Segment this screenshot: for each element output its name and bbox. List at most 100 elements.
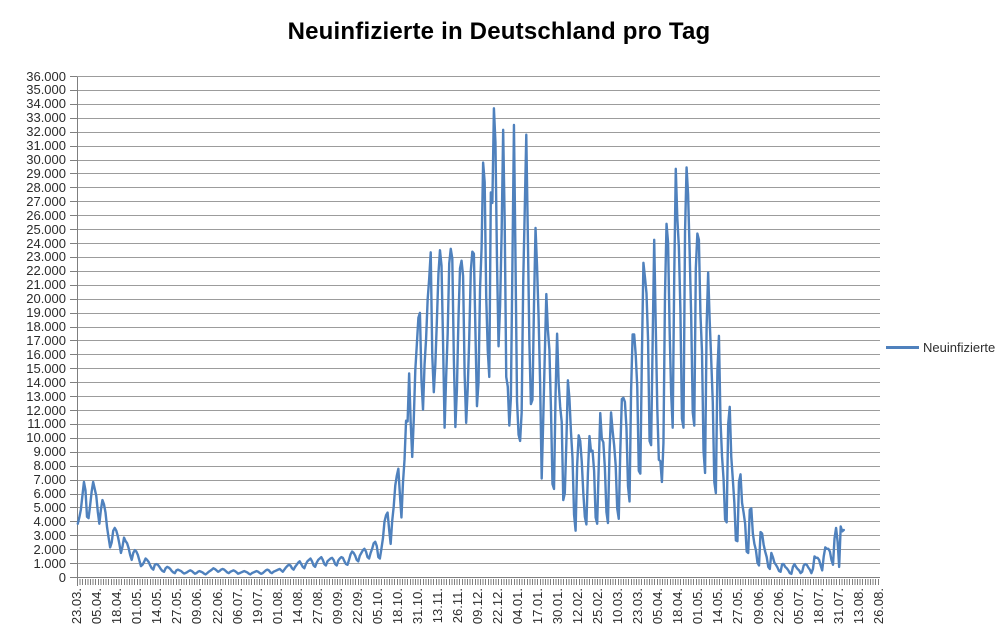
y-axis-tick [70, 535, 77, 537]
x-axis-label: 19.07. [249, 588, 265, 625]
x-axis-label: 18.04. [670, 588, 686, 625]
gridline [77, 284, 880, 286]
y-axis-label: 31.000 [26, 138, 66, 154]
y-axis-tick [70, 256, 77, 258]
x-axis-line [77, 577, 880, 578]
x-axis-label: 01.05. [129, 588, 145, 625]
y-axis-label: 15.000 [26, 360, 66, 376]
legend: Neuinfizierte [886, 340, 995, 355]
y-axis-tick [70, 507, 77, 509]
x-axis-label: 18.07. [810, 588, 826, 625]
x-axis-label: 09.12. [470, 588, 485, 625]
x-axis-label: 18.10. [389, 588, 405, 625]
y-axis-label: 28.000 [26, 179, 66, 195]
y-axis-label: 33.000 [26, 110, 66, 126]
x-axis-label: 18.04. [109, 588, 125, 625]
x-axis-label: 14.05. [149, 588, 165, 625]
y-axis-label: 13.000 [26, 388, 66, 404]
legend-line-marker [886, 346, 919, 349]
x-axis-label: 09.06. [189, 588, 205, 625]
y-axis-label: 34.000 [26, 96, 66, 112]
y-axis-label: 22.000 [26, 263, 66, 279]
gridline [77, 298, 880, 300]
gridline [77, 187, 880, 189]
x-axis-label: 09.06. [750, 588, 766, 625]
y-axis-label: 29.000 [26, 165, 66, 181]
gridline [77, 521, 880, 523]
y-axis-tick [70, 437, 77, 439]
y-axis-tick [70, 173, 77, 175]
gridline [77, 535, 880, 537]
gridline [77, 410, 880, 411]
y-axis-label: 19.000 [26, 305, 66, 321]
x-axis-ticks [77, 579, 880, 585]
x-axis-label: 10.03. [610, 588, 626, 625]
gridline [77, 131, 880, 133]
y-axis-tick [70, 298, 77, 300]
x-axis-label: 06.07. [229, 588, 245, 625]
y-axis-label: 4.000 [33, 513, 66, 529]
x-axis-label: 05.07. [790, 588, 806, 625]
gridline [77, 173, 880, 175]
gridline [77, 270, 880, 272]
y-axis-tick [70, 368, 77, 370]
y-axis-tick [70, 326, 77, 328]
x-axis-label: 12.02. [570, 588, 586, 625]
gridline [77, 243, 880, 244]
y-axis-label: 10.000 [26, 430, 66, 446]
y-axis-label: 9.000 [33, 444, 66, 460]
y-axis-label: 12.000 [26, 402, 66, 418]
gridline [77, 437, 880, 439]
y-axis-tick [70, 89, 77, 91]
chart-title: Neuinfizierte in Deutschland pro Tag [287, 18, 711, 45]
y-axis-tick [70, 159, 77, 161]
x-axis-label: 22.06. [209, 588, 225, 625]
y-axis-tick [70, 563, 77, 565]
y-axis-tick [70, 479, 77, 481]
gridline [77, 103, 880, 105]
y-axis-label: 3.000 [33, 527, 66, 543]
y-axis-tick [70, 145, 77, 147]
y-axis-tick [70, 215, 77, 217]
gridline [77, 451, 880, 453]
x-axis-label: 27.05. [169, 588, 185, 625]
gridline [77, 563, 880, 565]
y-axis-tick [70, 423, 77, 425]
gridline [77, 465, 880, 467]
x-axis-label: 13.08. [850, 588, 866, 625]
x-axis-label: 01.08. [269, 588, 285, 625]
legend-label: Neuinfizierte [923, 340, 996, 355]
y-axis-label: 30.000 [26, 152, 66, 167]
y-axis-label: 6.000 [33, 486, 66, 501]
y-axis-label: 25.000 [26, 221, 66, 237]
y-axis-label: 32.000 [26, 124, 66, 140]
x-axis-label: 31.10. [409, 588, 425, 625]
x-axis-label: 31.07. [830, 588, 846, 625]
y-axis-label: 11.000 [27, 416, 66, 432]
y-axis-tick [70, 201, 77, 203]
x-axis-label: 22.09. [349, 588, 365, 625]
gridline [77, 549, 880, 551]
y-axis-tick [70, 131, 77, 133]
y-axis-label: 0 [58, 569, 66, 585]
x-axis-label: 14.05. [710, 588, 726, 625]
x-axis-label: 05.10. [369, 588, 385, 625]
x-axis-label: 05.04. [650, 588, 666, 625]
y-axis-tick [70, 103, 77, 105]
y-axis-label: 35.000 [26, 82, 66, 98]
y-axis-label: 36.000 [26, 68, 66, 84]
y-axis-tick [70, 117, 77, 119]
y-axis-label: 17.000 [26, 332, 66, 348]
gridline [77, 76, 880, 77]
x-axis-label: 27.08. [309, 588, 325, 625]
x-axis-label: 22.12. [490, 588, 506, 625]
y-axis-tick [70, 76, 77, 77]
gridline [77, 507, 880, 509]
series-plot [76, 107, 845, 576]
y-axis-tick [70, 410, 77, 411]
gridline [77, 89, 880, 91]
y-axis-tick [70, 243, 77, 244]
x-axis-label: 23.03. [69, 588, 85, 625]
x-axis-label: 26.08. [870, 588, 886, 625]
